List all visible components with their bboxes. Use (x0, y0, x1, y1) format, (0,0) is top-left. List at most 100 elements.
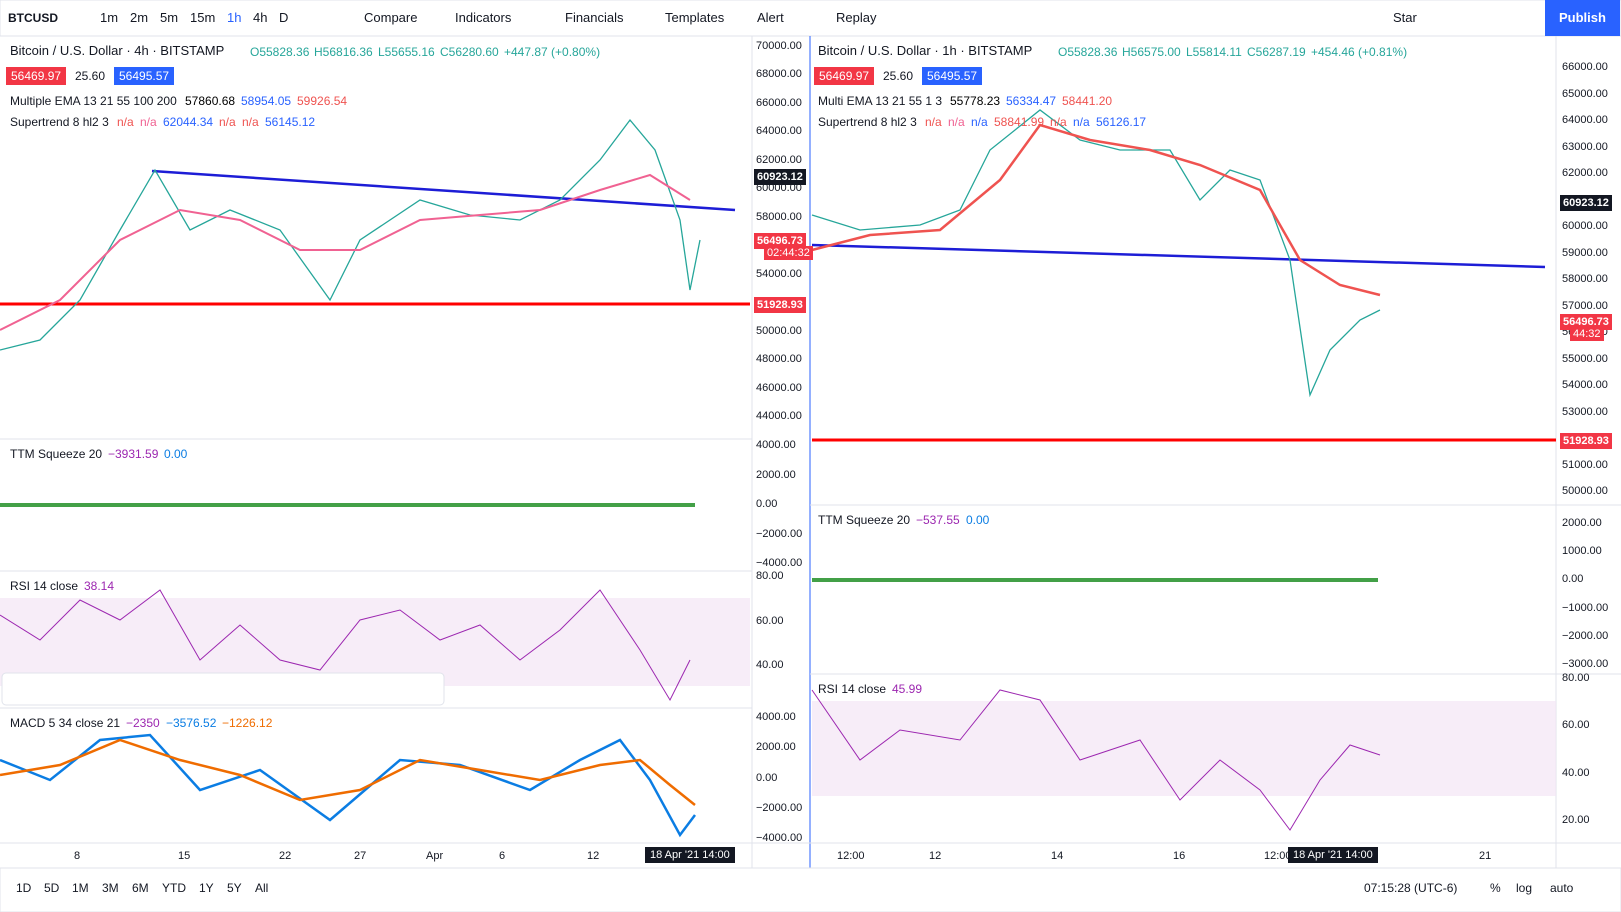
indicator-axis-label: −4000.00 (756, 832, 803, 844)
price-axis-label: 66000.00 (756, 96, 802, 109)
indicator-axis-label: 60.00 (1562, 719, 1590, 732)
range-button[interactable]: 1Y (199, 881, 214, 895)
time-axis-label: 22 (279, 850, 292, 862)
quote: 56495.57 (114, 67, 175, 85)
interval-button[interactable]: 5m (160, 10, 179, 25)
study-value: n/a (948, 115, 965, 129)
countdown: 44:32 (1570, 327, 1604, 341)
indicator-value: −3576.52 (166, 716, 217, 730)
toolbar-button[interactable]: Templates (665, 10, 725, 25)
interval-button[interactable]: 15m (190, 10, 216, 25)
price-axis-label: 62000.00 (756, 153, 802, 166)
indicator-value: −3931.59 (108, 447, 159, 461)
study-value: n/a (1073, 115, 1090, 129)
time-axis-label: 6 (499, 850, 506, 862)
price-axis-label: 50000.00 (1562, 485, 1608, 497)
range-button[interactable]: 1M (72, 881, 89, 895)
range-button[interactable]: YTD (162, 881, 186, 895)
indicator-axis-label: 2000.00 (756, 468, 796, 481)
range-button[interactable]: 1D (16, 881, 32, 895)
star-button[interactable]: Star (1393, 10, 1417, 25)
ohlc-value: L55814.11 (1186, 45, 1242, 59)
interval-button[interactable]: 1m (100, 10, 119, 25)
indicator-axis-label: 20.00 (1562, 814, 1590, 826)
price-axis-label: 66000.00 (1562, 61, 1608, 73)
interval-button[interactable]: 1h (227, 10, 242, 25)
indicator-axis-label: −4000.00 (756, 557, 803, 569)
toolbar-button[interactable]: Alert (757, 10, 784, 25)
indicator-value: −537.55 (916, 513, 960, 527)
price-axis-label: 65000.00 (1562, 87, 1608, 100)
time-axis-label: 12:00 (1264, 850, 1292, 862)
price-axis-label: 60000.00 (1562, 220, 1608, 232)
quote: 56469.97 (814, 67, 875, 85)
ohlc-value: +447.87 (+0.80%) (504, 45, 601, 59)
indicator-axis-label: 40.00 (756, 659, 784, 671)
indicator-axis-label: −1000.00 (1562, 601, 1609, 614)
time-axis-label: 8 (74, 850, 81, 862)
range-button[interactable]: 6M (132, 881, 149, 895)
indicator-axis-label: 80.00 (1562, 672, 1590, 684)
study-name: Multi EMA 13 21 55 1 3 (818, 94, 943, 108)
indicator-value: −1226.12 (222, 716, 273, 730)
study-value: 58954.05 (241, 94, 292, 108)
range-button[interactable]: 5Y (227, 881, 242, 895)
scale-option[interactable]: auto (1550, 881, 1574, 895)
price-axis-label: 55000.00 (1562, 352, 1608, 365)
scale-option[interactable]: % (1490, 881, 1501, 895)
toolbar-button[interactable]: Indicators (455, 10, 512, 25)
price-axis-label: 60000.00 (756, 182, 802, 195)
pane-title: Bitcoin / U.S. Dollar · 1h · BITSTAMP (818, 43, 1033, 58)
time-axis-label: 12:00 (837, 850, 865, 862)
study-value: 55778.23 (950, 94, 1001, 108)
indicator-axis-label: 2000.00 (756, 741, 796, 754)
range-button[interactable]: 3M (102, 881, 119, 895)
study-value: n/a (925, 115, 942, 129)
clock: 07:15:28 (UTC-6) (1364, 881, 1458, 895)
price-axis-label: 51000.00 (1562, 458, 1608, 471)
price-axis-label: 64000.00 (1562, 114, 1608, 126)
interval-button[interactable]: 2m (130, 10, 149, 25)
indicator-value: 0.00 (966, 513, 990, 527)
study-value: 58441.20 (1062, 94, 1113, 108)
study-value: 57860.68 (185, 94, 236, 108)
price-axis-label: 58000.00 (756, 210, 802, 223)
indicator-axis-label: 60.00 (756, 614, 784, 627)
study-value: n/a (971, 115, 988, 129)
study-value: n/a (219, 115, 236, 129)
interval-button[interactable]: 4h (253, 10, 268, 25)
study-value: 59926.54 (297, 94, 348, 108)
quote: 56469.97 (6, 67, 67, 85)
range-button[interactable]: All (255, 881, 269, 895)
ohlc-value: C56287.19 (1247, 45, 1306, 59)
time-axis-label: 12 (929, 850, 942, 862)
toolbar-button[interactable]: Replay (836, 10, 877, 25)
study-value: n/a (117, 115, 134, 129)
indicator-axis-label: −3000.00 (1562, 658, 1609, 670)
price-axis-label: 53000.00 (1562, 405, 1608, 418)
indicator-name: TTM Squeeze 20 (10, 447, 103, 461)
crosshair-time: 18 Apr '21 14:00 (1288, 847, 1378, 863)
study-value: 56126.17 (1096, 115, 1147, 129)
ohlc-value: O55828.36 (1058, 45, 1118, 59)
price-axis-label: 54000.00 (1562, 379, 1608, 391)
scale-option[interactable]: log (1516, 881, 1533, 895)
price-axis-label: 58000.00 (1562, 273, 1608, 285)
indicator-value: −2350 (126, 716, 160, 730)
price-axis-label: 62000.00 (1562, 167, 1608, 179)
study-value: 58841.99 (994, 115, 1045, 129)
toolbar-button[interactable]: Financials (565, 10, 624, 25)
price-axis-label: 44000.00 (756, 410, 802, 422)
toolbar-button[interactable]: Compare (364, 10, 418, 25)
price-axis-label: 59000.00 (1562, 246, 1608, 259)
symbol: BTCUSD (8, 11, 58, 25)
publish-button[interactable]: Publish (1545, 0, 1620, 36)
indicator-value: 45.99 (892, 682, 923, 696)
study-value: n/a (140, 115, 157, 129)
indicator-name: MACD 5 34 close 21 (10, 716, 121, 730)
range-button[interactable]: 5D (44, 881, 60, 895)
interval-button[interactable]: D (279, 10, 289, 25)
indicator-axis-label: 2000.00 (1562, 517, 1602, 529)
